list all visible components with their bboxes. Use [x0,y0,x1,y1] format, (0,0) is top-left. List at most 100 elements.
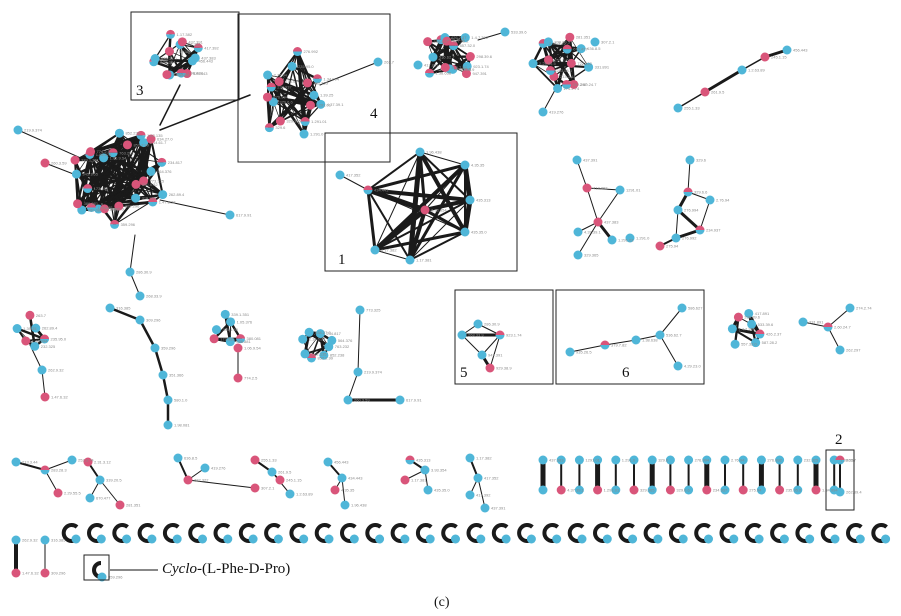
network-edge [134,161,163,200]
node-blue [248,534,258,544]
network-edge [291,65,315,96]
network-edge [112,151,145,182]
network-edge [423,198,472,212]
node-label: 1.17.381 [175,49,191,54]
node-label: 634.27.0 [157,137,173,142]
node-label: 434.443 [348,476,363,481]
node-half-pink [823,322,833,327]
node-pink [440,62,450,72]
network-edge [138,318,157,350]
node-label: 2.76.94 [731,458,745,463]
node-blue [577,534,587,544]
node-blue [460,227,470,237]
node-pink [274,77,284,87]
node-label: 536.62.7 [666,333,682,338]
node-label: 316.385 [116,306,131,311]
node-pink [122,140,132,150]
network-edge [154,33,172,60]
node-blue [198,534,207,544]
network-edge [187,479,256,489]
node-label: 351.366 [169,373,184,378]
node-blue [158,370,168,380]
node-half-pink [40,334,50,340]
node-blue [704,534,713,544]
node-blue [355,305,365,315]
node-half-pink [695,225,705,230]
node-label: 1.96.438 [187,71,203,76]
node-blue [500,27,510,37]
node-pink [73,199,83,209]
node-pink [565,32,575,42]
node-label: 1.2.63.89 [748,68,765,73]
node-label: 1.291.0 [636,236,650,241]
node-blue [673,103,683,113]
node-half-pink [86,202,96,208]
node-pink [305,100,315,110]
node-blue [353,367,363,377]
network-edge [699,199,711,231]
node-label: 3.93.354 [431,208,447,213]
node-blue [775,455,785,465]
node-label: 281.351 [126,503,141,508]
node-blue [395,395,405,405]
node-label: 329.6 [658,458,669,463]
node-label: 276.994 [695,458,710,463]
network-edge [277,80,312,107]
node-blue [40,535,50,545]
node-label: 234.937 [277,85,292,90]
node-pink [665,485,675,495]
node-label: 1.291.01 [604,488,620,493]
network-edge [675,209,679,239]
node-mixed [266,82,276,92]
node-label: 1.06.9.54 [110,155,127,160]
node-pink [700,87,710,97]
node-mixed [823,322,833,332]
node-mixed [193,43,203,53]
node-half-pink [110,219,120,225]
annotation-box [83,554,110,581]
node-half-pink [363,185,373,190]
node-blue [460,33,470,43]
node-label: 283.28.3 [51,468,67,473]
node-label: 331.891 [595,65,610,70]
node-label: 2.14.61.7 [309,337,326,342]
node-label: 923.1.74 [506,333,522,338]
network-edge [223,313,232,343]
node-blue [31,323,41,333]
node-blue [593,455,603,465]
network-edge [166,44,181,76]
node-half-blue [157,162,167,167]
network-edge [547,36,571,61]
node-label: 533.39.6 [511,30,527,35]
node-blue [135,291,145,301]
node-blue [673,205,683,215]
node-blue [685,155,695,165]
node-label: 235.95.0 [51,337,67,342]
node-half-blue [600,345,610,350]
node-blue [323,457,333,467]
node-pink [164,46,174,56]
highlight-box-number: 4 [370,106,378,122]
network-edge [75,172,145,183]
network-edge [129,234,136,273]
node-label: 329.365 [584,253,599,258]
node-label: 773.325 [366,308,381,313]
node-label: 1.17.382 [476,456,492,461]
node-label: 435.313 [173,72,188,77]
node-pink [775,485,785,495]
node-blue [11,457,21,467]
network-edge [142,137,153,183]
node-blue [413,60,423,70]
node-label: 345.1.55 [222,327,238,332]
network-edge [41,369,46,398]
node-label: 1.96.438 [351,503,367,508]
node-blue [11,535,21,545]
node-label: 232.325 [314,80,329,85]
node-pink [262,92,272,102]
node-half-pink [157,157,167,163]
node-label: 1.291.01 [618,238,634,243]
node-half-pink [176,68,186,74]
node-blue [543,37,553,47]
node-blue [85,493,95,503]
node-label: 426.2.37 [451,35,467,40]
